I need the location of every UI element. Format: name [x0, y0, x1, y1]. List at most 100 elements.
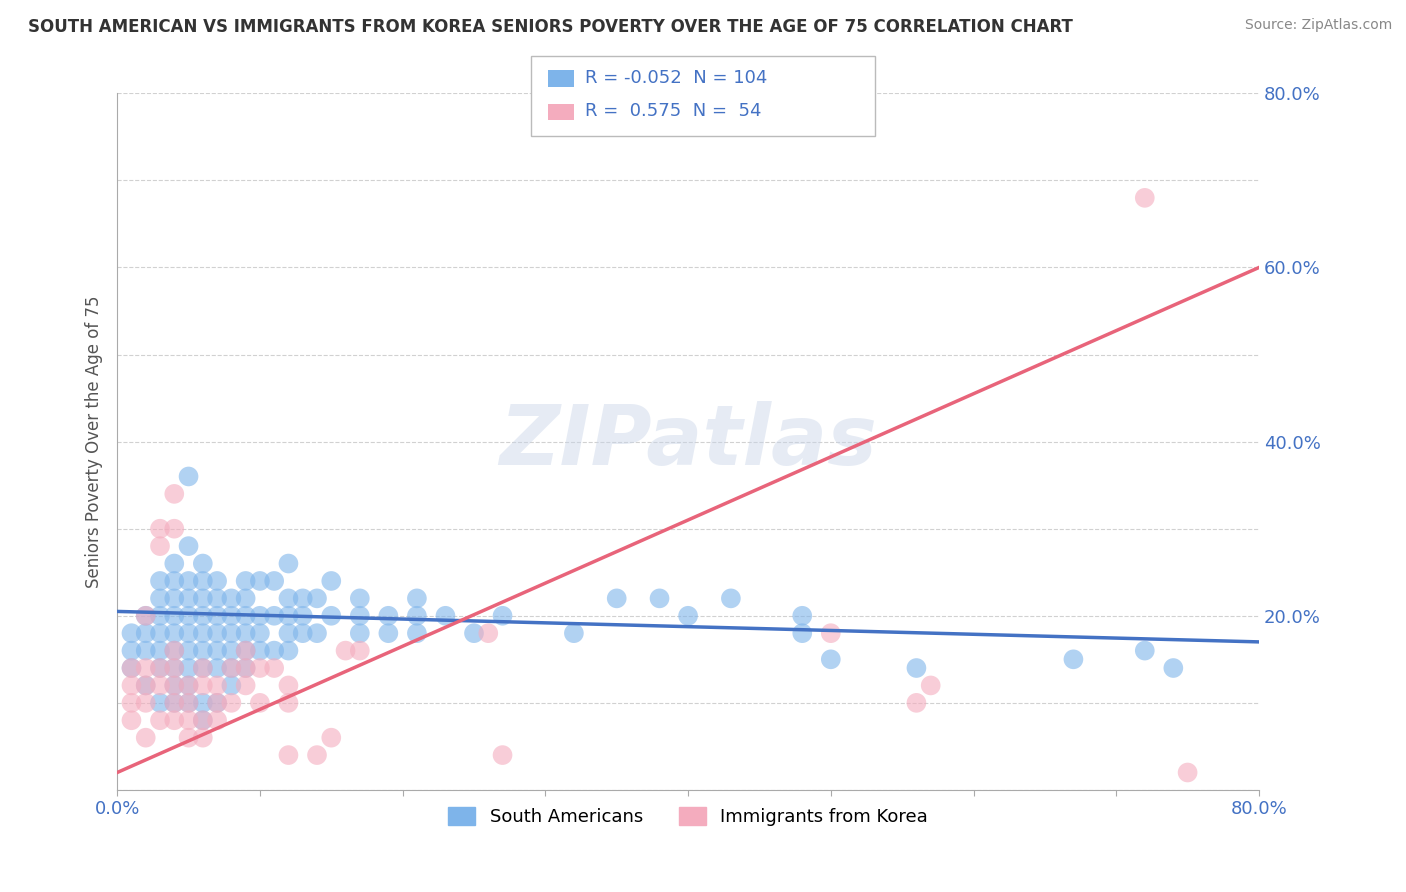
Point [335, 643, 357, 657]
Point [277, 608, 299, 623]
Point [205, 678, 228, 692]
Point [291, 626, 314, 640]
Point [235, 678, 257, 692]
Point [149, 713, 172, 727]
Point [121, 678, 143, 692]
Point [235, 608, 257, 623]
Point [149, 661, 172, 675]
Point [205, 643, 228, 657]
Point [177, 469, 200, 483]
Point [163, 661, 186, 675]
Point [135, 678, 157, 692]
Point [149, 678, 172, 692]
Point [191, 713, 214, 727]
Point [291, 608, 314, 623]
Point [177, 661, 200, 675]
Point [121, 661, 143, 675]
Point [221, 696, 243, 710]
Point [121, 626, 143, 640]
Point [135, 678, 157, 692]
Point [349, 608, 371, 623]
Point [349, 591, 371, 606]
Point [221, 626, 243, 640]
Point [149, 522, 172, 536]
Point [263, 643, 285, 657]
Point [177, 678, 200, 692]
Point [249, 696, 271, 710]
Point [406, 591, 429, 606]
Point [277, 591, 299, 606]
Point [191, 661, 214, 675]
Point [163, 696, 186, 710]
Point [135, 608, 157, 623]
Point [135, 643, 157, 657]
Point [1163, 661, 1185, 675]
Point [249, 643, 271, 657]
Point [205, 713, 228, 727]
Point [720, 591, 742, 606]
Point [177, 539, 200, 553]
Point [121, 643, 143, 657]
Point [163, 696, 186, 710]
Point [920, 678, 942, 692]
Point [249, 608, 271, 623]
Text: R = -0.052  N = 104: R = -0.052 N = 104 [585, 69, 768, 87]
Point [235, 574, 257, 588]
Point [163, 626, 186, 640]
Point [121, 696, 143, 710]
Point [191, 713, 214, 727]
Point [191, 608, 214, 623]
Point [177, 574, 200, 588]
Point [177, 731, 200, 745]
Point [221, 591, 243, 606]
Point [135, 626, 157, 640]
Point [249, 574, 271, 588]
Point [463, 626, 485, 640]
Point [177, 643, 200, 657]
Text: R =  0.575  N =  54: R = 0.575 N = 54 [585, 103, 762, 120]
Point [177, 696, 200, 710]
Point [205, 626, 228, 640]
Point [163, 713, 186, 727]
Point [249, 661, 271, 675]
Point [163, 678, 186, 692]
Point [321, 574, 343, 588]
Point [277, 678, 299, 692]
Point [305, 626, 328, 640]
Point [349, 626, 371, 640]
Point [792, 626, 814, 640]
Point [149, 643, 172, 657]
Point [820, 652, 842, 666]
Point [177, 591, 200, 606]
Point [1133, 643, 1156, 657]
Point [491, 608, 513, 623]
Point [221, 678, 243, 692]
Point [163, 643, 186, 657]
Point [191, 643, 214, 657]
Point [149, 696, 172, 710]
Point [406, 626, 429, 640]
Point [377, 626, 399, 640]
Point [406, 608, 429, 623]
Point [121, 713, 143, 727]
Point [905, 696, 928, 710]
Point [149, 574, 172, 588]
Point [205, 661, 228, 675]
Point [606, 591, 628, 606]
Point [263, 661, 285, 675]
Point [676, 608, 699, 623]
Point [277, 557, 299, 571]
Point [221, 661, 243, 675]
Point [349, 643, 371, 657]
Text: ZIPatlas: ZIPatlas [499, 401, 877, 483]
Point [263, 608, 285, 623]
Point [163, 643, 186, 657]
Point [191, 574, 214, 588]
Point [305, 591, 328, 606]
Point [191, 696, 214, 710]
Point [191, 731, 214, 745]
Legend: South Americans, Immigrants from Korea: South Americans, Immigrants from Korea [440, 799, 935, 833]
Point [905, 661, 928, 675]
Point [434, 608, 457, 623]
Point [249, 626, 271, 640]
